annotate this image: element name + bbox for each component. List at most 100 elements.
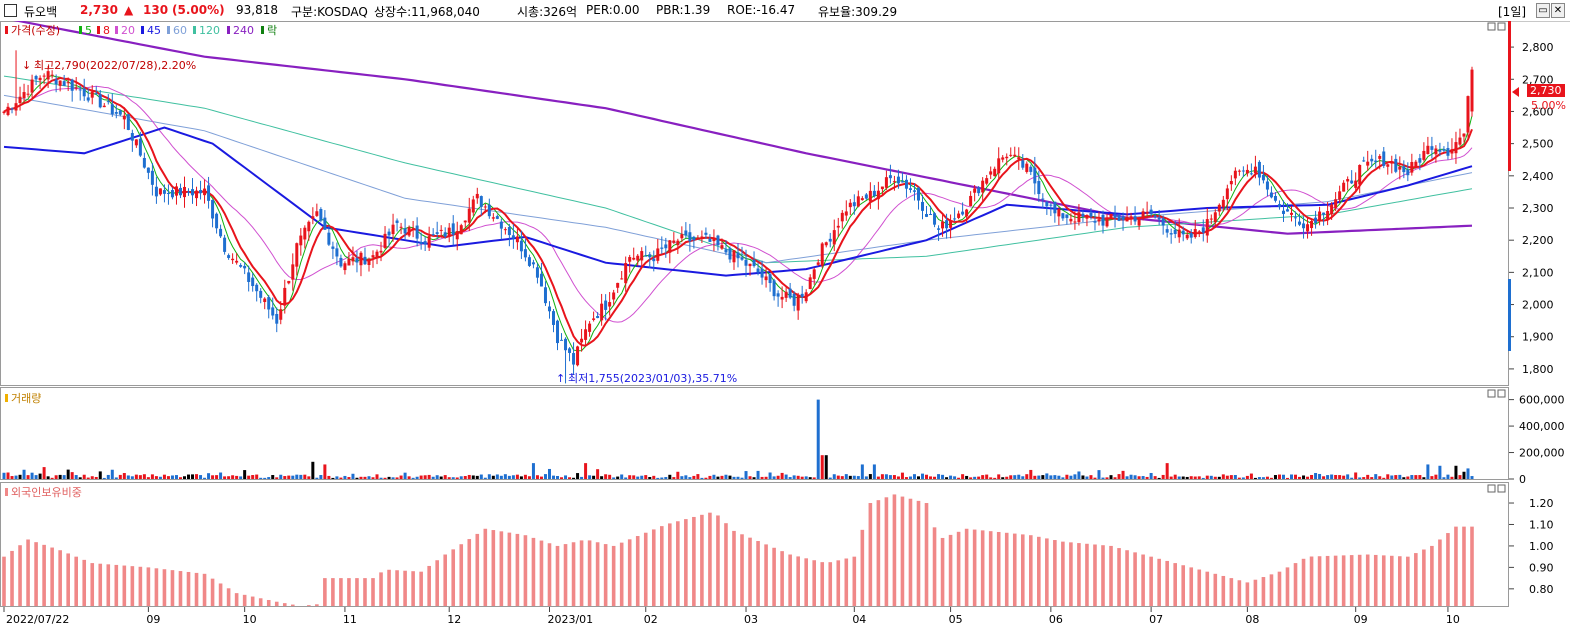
volume-bar — [399, 475, 403, 479]
volume-bar — [507, 475, 511, 479]
volume-bar — [154, 476, 158, 479]
candle-body — [876, 190, 880, 200]
candle-body — [1414, 161, 1418, 167]
price-tick-label: 2,200 — [1522, 234, 1554, 247]
roe-value: ROE:-16.47 — [727, 3, 796, 17]
candle-body — [840, 212, 844, 222]
candle-body — [624, 263, 628, 284]
foreign-ratio-bar — [1012, 533, 1017, 606]
volume-tick-label: 200,000 — [1519, 447, 1565, 460]
volume-bar — [311, 461, 315, 479]
volume-bar — [720, 475, 724, 479]
foreign-ratio-bar — [427, 565, 431, 606]
candle-body — [1310, 220, 1314, 229]
volume-bar — [1069, 475, 1073, 479]
candle-body — [953, 218, 957, 220]
foreign-ratio-bar — [282, 603, 287, 606]
period-button[interactable]: [1일] — [1498, 5, 1527, 19]
foreign-ratio-bar — [1414, 553, 1418, 606]
candle-body — [1021, 160, 1025, 168]
volume-bar — [1073, 474, 1077, 479]
volume-bar — [977, 476, 981, 479]
volume-bar — [471, 475, 475, 479]
candle-body — [1386, 164, 1390, 167]
volume-bar — [1310, 474, 1314, 479]
candle-body — [2, 111, 6, 114]
foreign-ratio-bar — [788, 554, 792, 606]
foreign-ratio-bar — [347, 578, 351, 606]
candle-body — [211, 199, 215, 219]
candle-body — [411, 228, 415, 230]
candle-body — [1366, 161, 1370, 166]
candle-body — [808, 277, 812, 289]
candle-body — [832, 230, 836, 245]
candle-body — [1334, 199, 1338, 208]
volume-bar — [957, 477, 961, 479]
close-icon[interactable]: ✕ — [1551, 3, 1565, 18]
volume-bar — [170, 475, 174, 479]
foreign-ratio-bar — [659, 526, 664, 606]
candle-body — [1161, 218, 1165, 226]
date-tick-label: 03 — [744, 613, 758, 626]
candle-body — [880, 186, 884, 190]
candle-body — [1117, 214, 1121, 221]
current-pct-label: 5.00% — [1531, 99, 1566, 112]
volume-bar — [969, 477, 973, 479]
ma20-line — [3, 85, 1473, 323]
candle-body — [106, 101, 110, 103]
candle-body — [531, 262, 535, 265]
restore-icon[interactable]: ▭ — [1536, 3, 1550, 18]
candle-body — [507, 226, 511, 236]
volume-bar — [1197, 476, 1201, 479]
foreign-ratio-bar — [1341, 555, 1346, 606]
volume-bar — [744, 471, 748, 479]
foreign-ratio-bar — [154, 568, 159, 606]
candle-body — [10, 108, 14, 110]
candle-body — [1306, 224, 1310, 232]
candle-body — [1374, 160, 1378, 163]
volume-bar — [547, 468, 551, 479]
candle-body — [1326, 211, 1330, 220]
volume-bar — [1229, 475, 1233, 479]
volume-bar — [1101, 477, 1105, 479]
candle-body — [271, 307, 275, 316]
volume-bar — [1281, 474, 1285, 479]
volume-bar — [515, 474, 519, 479]
candle-body — [1221, 199, 1225, 208]
volume-bar — [1237, 477, 1241, 479]
volume-bar — [688, 477, 692, 479]
candle-body — [467, 208, 471, 223]
foreign-ratio-bar — [571, 542, 576, 606]
candle-body — [295, 243, 299, 267]
select-checkbox[interactable] — [4, 4, 17, 17]
candle-body — [1025, 163, 1029, 172]
volume-bar — [812, 477, 816, 479]
panel-buttons[interactable] — [1487, 22, 1506, 493]
candle-body — [415, 225, 419, 239]
volume-bar — [840, 476, 844, 479]
candle-body — [439, 229, 443, 231]
foreign-ratio-bar — [692, 516, 696, 606]
volume-bar — [660, 477, 664, 479]
candle-body — [339, 257, 343, 267]
candle-body — [760, 268, 764, 278]
volume-bar — [327, 475, 331, 479]
volume-bar — [431, 476, 435, 479]
volume-bar — [50, 477, 54, 479]
date-tick-label: 07 — [1149, 613, 1163, 626]
volume-bar — [1041, 475, 1045, 479]
volume-bar — [1450, 476, 1454, 479]
date-tick-label: 06 — [1049, 613, 1063, 626]
candle-body — [527, 257, 531, 266]
foreign-ratio-bar — [988, 531, 993, 606]
volume-bar — [945, 477, 949, 479]
volume-bar — [347, 477, 351, 479]
volume-bar — [223, 476, 227, 479]
candle-body — [515, 236, 519, 243]
volume-bar — [756, 470, 760, 479]
volume-bar — [656, 477, 660, 479]
foreign-ratio-bar — [234, 593, 239, 606]
volume-bar — [503, 474, 507, 479]
foreign-ratio-bar — [258, 598, 263, 606]
volume-bar — [788, 477, 792, 479]
